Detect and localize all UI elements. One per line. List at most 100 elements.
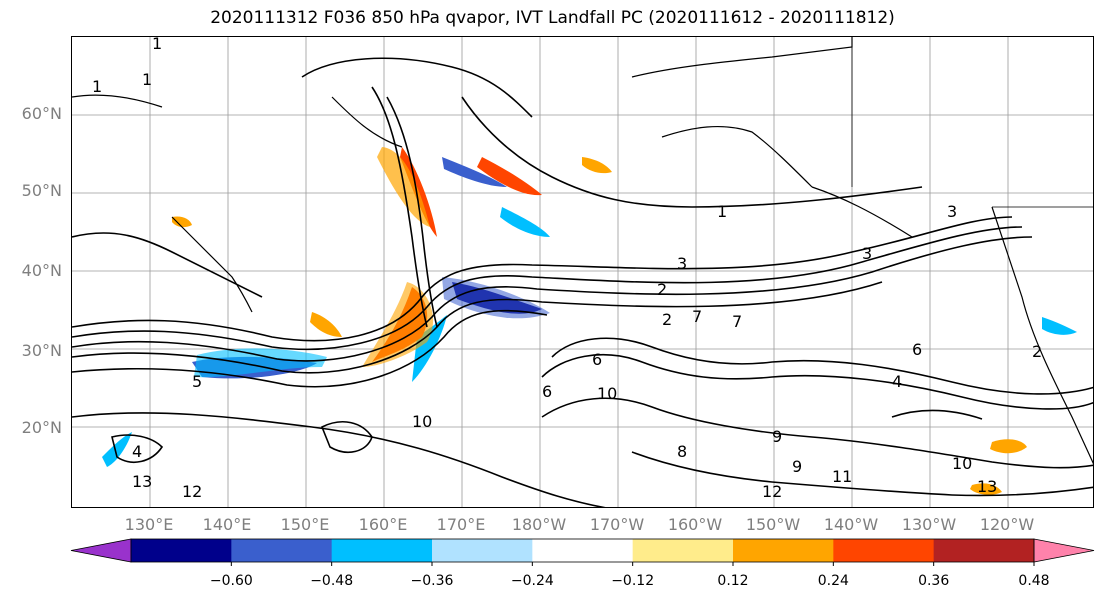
contour-label: 3 (862, 244, 872, 263)
shade-blue-blob (102, 432, 132, 467)
shade-red-blob (970, 483, 1002, 495)
colorbar-segment (733, 539, 834, 562)
shade-blue-blob (442, 157, 507, 187)
colorbar-tick-label: −0.24 (510, 573, 554, 589)
contour-label: 7 (692, 307, 702, 326)
colorbar-frame (130, 538, 1035, 563)
lon-label: 130°W (901, 515, 957, 534)
contour-line (72, 236, 1033, 362)
contour-label: 13 (132, 472, 152, 491)
contour-line (631, 451, 1093, 497)
colorbar-tick-label: 0.48 (1018, 573, 1050, 589)
contour-label: 10 (412, 412, 432, 431)
lat-label: 40°N (21, 261, 62, 280)
colorbar-segment (833, 539, 935, 562)
lon-label: 130°E (124, 515, 174, 534)
contour-label: 3 (677, 254, 687, 273)
contour-label: 9 (792, 457, 802, 476)
contour-line (72, 412, 606, 507)
colorbar-tick-label: 0.36 (918, 573, 950, 589)
contour-label: 12 (762, 482, 782, 501)
contour-label: 6 (592, 350, 602, 369)
contour-line (461, 96, 923, 208)
contour-line (541, 397, 1093, 469)
colorbar-tick-label: 0.24 (817, 573, 849, 589)
lon-label: 140°E (202, 515, 252, 534)
shade-blue-blob (500, 207, 550, 237)
coastline-alaska (631, 37, 913, 238)
contour-label: 11 (832, 467, 852, 486)
shade-blue-blob (1042, 317, 1077, 335)
lon-label: 150°W (745, 515, 801, 534)
contour-label: 2 (662, 310, 672, 329)
colorbar-segment (933, 539, 1035, 562)
graticule (72, 37, 1093, 507)
coastline-north-america (991, 206, 1093, 465)
contour-label: 4 (892, 372, 902, 391)
contour-line (72, 232, 263, 298)
contour-label: 8 (677, 442, 687, 461)
lon-label: 170°W (589, 515, 645, 534)
shade-red-blob (310, 312, 342, 337)
colorbar-extend-left (70, 538, 132, 563)
contour-label: 10 (597, 384, 617, 403)
shade-red-blob (172, 216, 192, 228)
contour-label: 4 (132, 442, 142, 461)
colorbar-tick-label: −0.60 (209, 573, 253, 589)
contour-label: 3 (947, 202, 957, 221)
colorbar-extend-right (1033, 538, 1095, 563)
colorbar-segment (632, 539, 734, 562)
border-canada (851, 37, 1093, 208)
contour-label: 1 (717, 202, 727, 221)
contour-label: 13 (977, 477, 997, 496)
contour-label: 6 (542, 382, 552, 401)
lon-label: 170°E (436, 515, 486, 534)
lat-label: 30°N (21, 341, 62, 360)
contour-line (72, 226, 1023, 351)
lon-label: 160°W (667, 515, 723, 534)
contour-label: 1 (152, 37, 162, 53)
contour-label: 1 (142, 70, 152, 89)
colorbar-segment (432, 539, 533, 562)
contour-line (891, 409, 983, 420)
contour-line (72, 309, 548, 388)
lon-label: 120°W (979, 515, 1035, 534)
coastline-kamchatka (72, 94, 403, 148)
contour-label: 9 (772, 427, 782, 446)
contour-line (551, 337, 1093, 395)
shade-red-blob (477, 157, 542, 196)
lat-label: 50°N (21, 181, 62, 200)
contour-line (111, 434, 164, 463)
colorbar-tick-label: −0.36 (410, 573, 454, 589)
lat-label: 60°N (21, 104, 62, 123)
contour-label: 6 (912, 340, 922, 359)
contour-line (301, 57, 533, 118)
colorbar-segment (131, 539, 232, 562)
contour-line (371, 86, 428, 328)
colorbar-tick-label: −0.12 (611, 573, 655, 589)
coastline-japan (171, 216, 253, 313)
lon-label: 150°E (280, 515, 330, 534)
contour-line (72, 216, 1013, 342)
shade-blue-blob (412, 315, 447, 382)
contour-label: 2 (1032, 342, 1042, 361)
contour-label: 5 (192, 372, 202, 391)
colorbar-segment (231, 539, 333, 562)
colorbar-segment (532, 539, 634, 562)
contour-label: 2 (657, 280, 667, 299)
shade-blue-blob (442, 277, 550, 319)
lat-label: 20°N (21, 418, 62, 437)
contour-line (386, 96, 438, 328)
contour-label: 1 (92, 77, 102, 96)
lon-label: 140°W (823, 515, 879, 534)
ivt-contours (72, 57, 1093, 507)
contour-line (320, 421, 373, 453)
shade-red-blob (990, 439, 1027, 454)
colorbar-segment (331, 539, 433, 562)
lon-label: 160°E (358, 515, 408, 534)
contour-line (541, 354, 1093, 410)
colorbar-tick-label: −0.48 (310, 573, 354, 589)
shaded-anomalies (102, 147, 1077, 495)
